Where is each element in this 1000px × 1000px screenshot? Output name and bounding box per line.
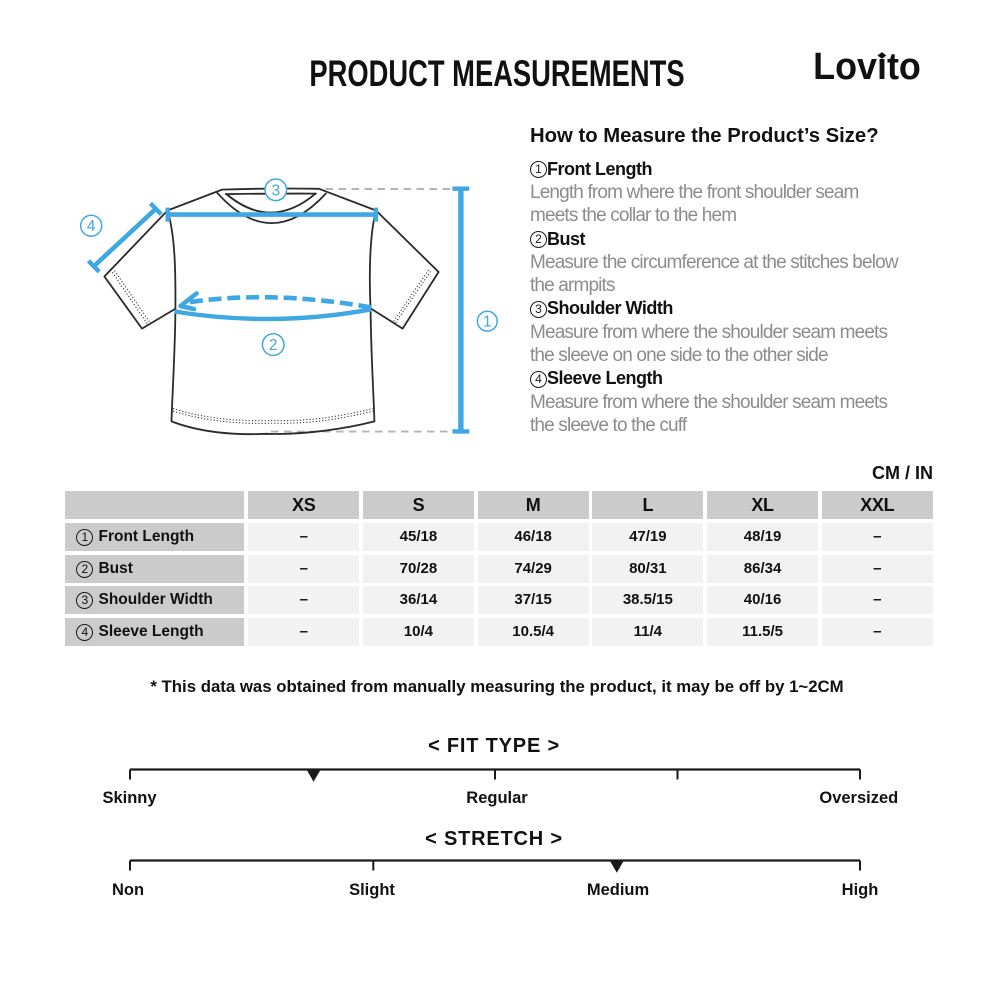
svg-text:3: 3 (271, 182, 280, 199)
svg-text:4: 4 (87, 218, 96, 235)
svg-text:2: 2 (269, 337, 278, 354)
svg-text:1: 1 (483, 314, 492, 331)
